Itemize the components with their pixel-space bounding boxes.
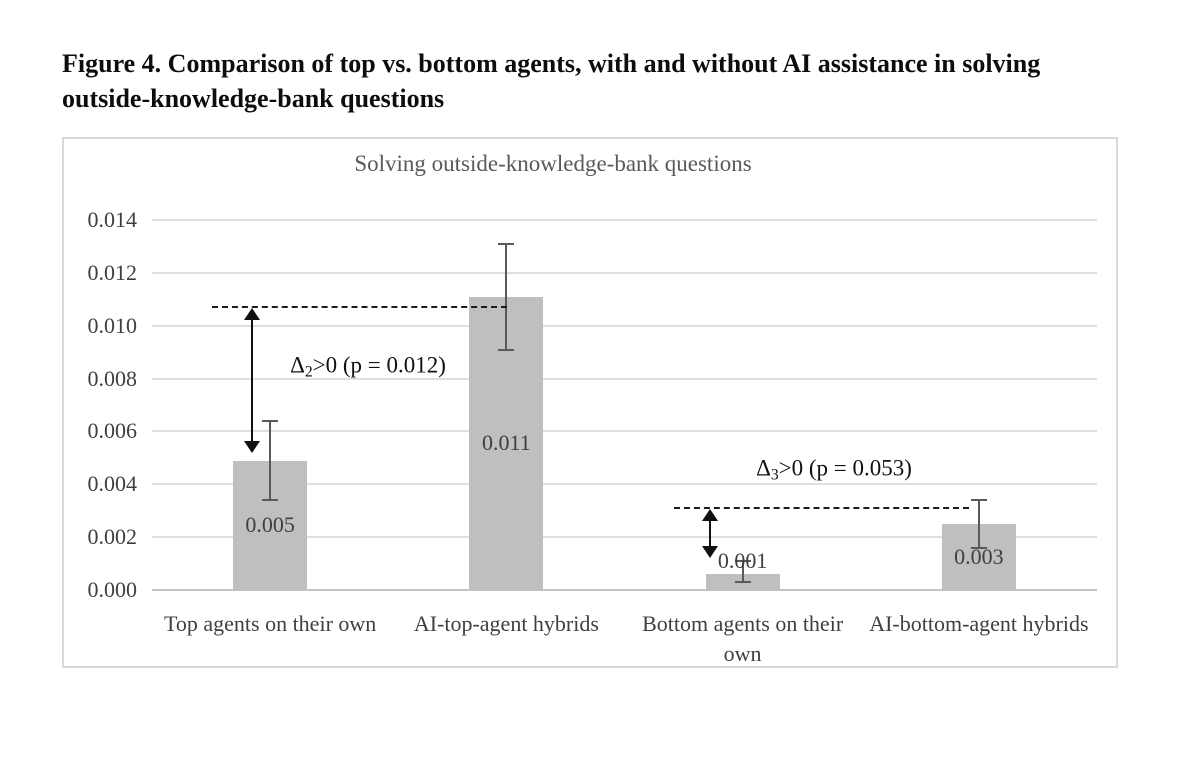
gridline xyxy=(152,430,1097,433)
error-bar-cap-top xyxy=(262,419,279,422)
error-bar-line xyxy=(741,560,744,583)
gridline xyxy=(152,219,1097,221)
error-bar-line xyxy=(505,243,508,350)
figure-caption-line2: outside-knowledge-bank questions xyxy=(62,84,445,113)
category-label: Bottom agents on their own xyxy=(642,611,844,666)
error-bar-cap-top xyxy=(498,242,515,245)
bar-value-label: 0.001 xyxy=(717,548,768,574)
error-bar-cap-bottom xyxy=(734,581,751,584)
double-headed-arrow xyxy=(702,509,718,559)
annotation-subscript: 2 xyxy=(304,363,313,381)
bar-value-label: 0.005 xyxy=(245,512,295,538)
bar-value-label: 0.011 xyxy=(482,430,531,456)
annotation-subscript: 3 xyxy=(770,466,779,484)
x-axis-line xyxy=(152,589,1097,591)
gridline xyxy=(152,271,1097,274)
category-label: Top agents on their own xyxy=(163,611,377,636)
y-tick-label: 0.014 xyxy=(87,207,138,232)
y-tick-label: 0.006 xyxy=(87,418,138,444)
comparison-dashed-line xyxy=(212,306,507,309)
error-bar-cap-top xyxy=(970,499,987,502)
error-bar-cap-top xyxy=(734,559,751,562)
error-bar-line xyxy=(977,500,980,548)
category-label: AI-bottom-agent hybrids xyxy=(869,611,1089,636)
gridline xyxy=(152,536,1097,539)
error-bar-line xyxy=(269,420,272,501)
annotation-text-part: Δ xyxy=(756,455,771,481)
arrow-head-up-icon xyxy=(244,308,260,321)
annotation-text-part: >0 (p = 0.053) xyxy=(778,455,912,481)
figure-caption-line1: Figure 4. Comparison of top vs. bottom a… xyxy=(62,49,1041,78)
error-bar-cap-bottom xyxy=(262,499,279,502)
category-label: AI-top-agent hybrids xyxy=(413,611,599,636)
arrow-shaft xyxy=(709,518,711,550)
y-tick-label: 0.004 xyxy=(87,471,138,497)
annotation-text-part: Δ xyxy=(290,352,305,378)
arrow-head-up-icon xyxy=(702,509,718,522)
arrow-head-down-icon xyxy=(244,440,260,453)
annotation-text: Δ2>0 (p = 0.012) xyxy=(290,353,446,382)
arrow-head-down-icon xyxy=(702,546,718,559)
arrow-shaft xyxy=(251,317,253,444)
annotation-text-part: >0 (p = 0.012) xyxy=(312,352,446,378)
bar-value-label: 0.003 xyxy=(954,543,1004,569)
error-bar-cap-bottom xyxy=(498,348,515,351)
gridline xyxy=(152,377,1097,380)
gridline xyxy=(152,483,1097,486)
y-tick-label: 0.008 xyxy=(87,365,138,391)
figure-caption: Figure 4. Comparison of top vs. bottom a… xyxy=(62,46,1142,116)
y-tick-label: 0.012 xyxy=(87,259,138,285)
gridline xyxy=(152,324,1097,327)
y-tick-label: 0.002 xyxy=(87,524,138,550)
error-bar-cap-bottom xyxy=(970,546,987,549)
y-tick-label: 0.010 xyxy=(87,312,138,338)
comparison-dashed-line xyxy=(674,507,969,510)
chart-frame: Solving outside-knowledge-bank questions… xyxy=(62,137,1118,668)
annotation-text: Δ3>0 (p = 0.053) xyxy=(756,456,912,485)
y-tick-label: 0.000 xyxy=(87,577,138,602)
chart-title: Solving outside-knowledge-bank questions xyxy=(354,151,752,176)
double-headed-arrow xyxy=(244,308,260,453)
